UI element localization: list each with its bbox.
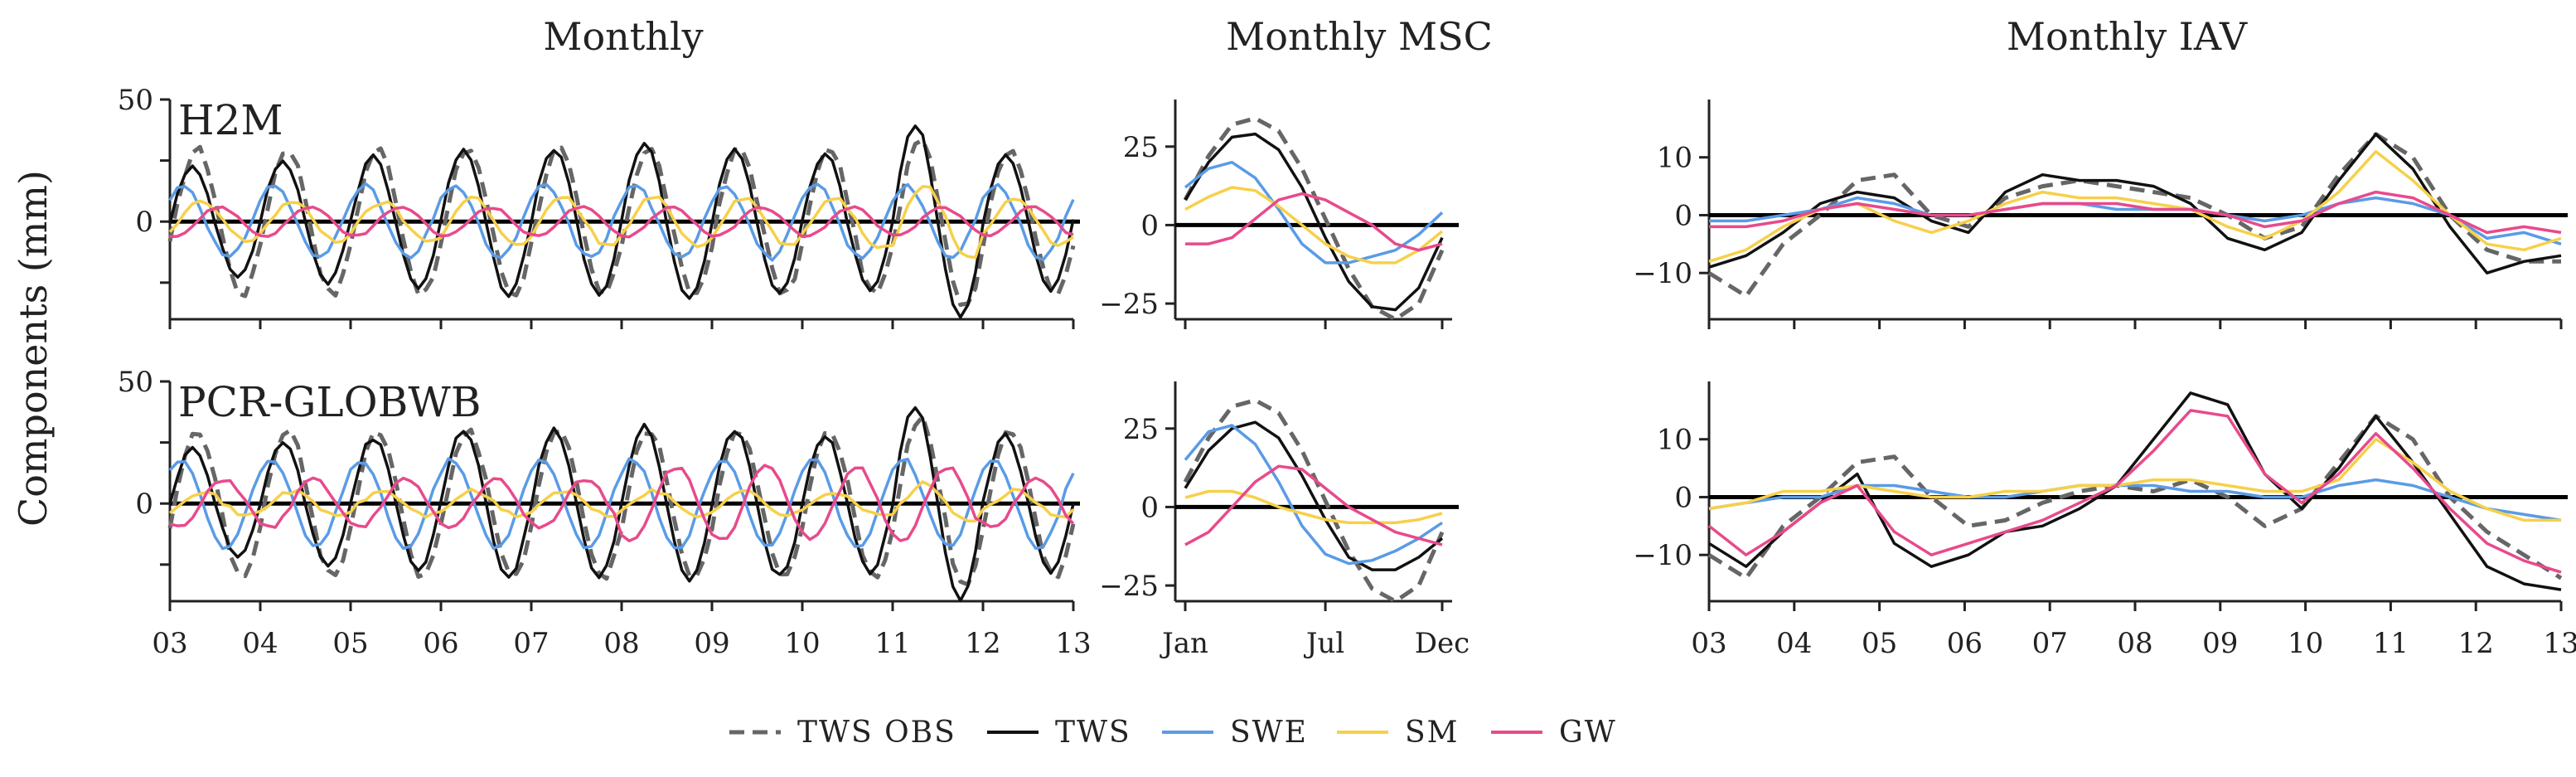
x-tick-label: 03	[1691, 627, 1726, 660]
series-line-gw	[1707, 409, 2562, 574]
x-tick-label: 09	[694, 627, 729, 660]
legend-item-swe: SWE	[1162, 716, 1308, 750]
legend-item-gw: GW	[1491, 716, 1617, 750]
series-line-swe	[1184, 424, 1443, 566]
y-tick-label: −10	[1633, 539, 1692, 572]
series-line-sm	[168, 480, 1075, 522]
x-tick-label: 10	[784, 627, 820, 660]
series-line-tws	[1708, 391, 2562, 591]
x-tick-label: 13	[1055, 627, 1091, 660]
y-tick-label: 50	[118, 84, 153, 117]
y-axis-label: Components (mm)	[11, 170, 56, 527]
legend-label: TWS OBS	[797, 716, 956, 750]
x-tick-label: 04	[242, 627, 278, 660]
series-line-sm	[1184, 489, 1443, 525]
x-tick-label: Dec	[1415, 627, 1470, 660]
x-tick-label: 10	[2288, 627, 2323, 660]
column-title-monthly: Monthly	[543, 14, 703, 59]
panel-4: 0 50 03 04 05 06 07 08 09 10 11 12 13 PCR-GLOBWB	[118, 366, 1092, 660]
x-tick-label: Jul	[1304, 627, 1344, 660]
series-line-tws-obs	[1183, 398, 1445, 604]
x-tick-label: 12	[2458, 627, 2494, 660]
x-tick-label: 07	[513, 627, 549, 660]
y-tick-label: 0	[135, 488, 153, 521]
series-line-gw	[1185, 192, 1443, 252]
x-tick-label: 08	[603, 627, 639, 660]
series-line-swe	[1708, 478, 2562, 522]
panel-2: −25 0 25	[1099, 100, 1459, 329]
x-tick-label: 12	[965, 627, 1000, 660]
legend: TWS OBS TWS SWE SM GW	[729, 716, 1617, 750]
series-line-gw	[1709, 190, 2562, 235]
series-line-tws	[1184, 132, 1444, 312]
y-tick-label: 10	[1657, 142, 1692, 175]
x-tick-label: 11	[874, 627, 910, 660]
panel-label: H2M	[178, 96, 283, 144]
y-tick-label: −10	[1633, 257, 1692, 290]
series-line-swe	[1184, 160, 1444, 265]
y-tick-label: −25	[1099, 288, 1159, 321]
panel-5: −25 0 25 Jan Jul Dec	[1099, 381, 1470, 660]
series-line-gw	[169, 464, 1075, 543]
panel-3: −10 0 10	[1633, 100, 2568, 329]
x-tick-label: 13	[2543, 627, 2576, 660]
x-tick-label: 11	[2373, 627, 2409, 660]
x-tick-label: 07	[2032, 627, 2068, 660]
x-tick-label: 05	[332, 627, 368, 660]
legend-item-tws-obs: TWS OBS	[729, 716, 956, 750]
series-line-gw	[1184, 464, 1443, 546]
series-line-tws-obs	[1707, 414, 2563, 580]
x-tick-label: 09	[2202, 627, 2238, 660]
series-line-tws	[1708, 133, 2562, 274]
y-tick-label: 50	[118, 366, 153, 399]
y-tick-label: −25	[1099, 570, 1159, 603]
series-line-tws	[1184, 420, 1444, 571]
series-line-sm	[1708, 437, 2561, 522]
y-tick-label: 0	[135, 206, 153, 239]
series-line-swe	[1709, 196, 2562, 245]
x-tick-label: 03	[152, 627, 187, 660]
series-line-swe	[168, 182, 1075, 262]
x-tick-label: 04	[1776, 627, 1812, 660]
series-line-tws	[168, 405, 1075, 603]
series-line-sm	[1184, 186, 1444, 265]
legend-label: SWE	[1230, 716, 1308, 750]
x-tick-label: 06	[423, 627, 458, 660]
legend-label: SM	[1405, 716, 1460, 750]
y-tick-label: 25	[1123, 131, 1159, 164]
legend-label: GW	[1559, 716, 1617, 750]
y-tick-label: 25	[1123, 413, 1159, 446]
y-tick-label: 0	[1140, 491, 1159, 524]
y-tick-label: 0	[1674, 199, 1692, 232]
x-tick-label: 08	[2117, 627, 2152, 660]
legend-item-sm: SM	[1337, 716, 1460, 750]
legend-label: TWS	[1055, 716, 1131, 750]
series-line-tws	[168, 124, 1075, 319]
series-line-swe	[168, 457, 1075, 551]
y-tick-label: 0	[1674, 481, 1692, 514]
y-tick-label: 10	[1657, 424, 1692, 457]
series-line-tws-obs	[1183, 116, 1445, 322]
column-title-iav: Monthly IAV	[2007, 14, 2248, 59]
column-title-msc: Monthly MSC	[1226, 14, 1493, 59]
panel-label: PCR-GLOBWB	[178, 378, 481, 426]
panel-1: 0 50 H2M	[118, 84, 1080, 329]
x-tick-label: 05	[1862, 627, 1897, 660]
series-line-tws-obs	[1707, 132, 2561, 299]
series-line-gw	[169, 205, 1074, 239]
legend-item-tws: TWS	[987, 716, 1131, 750]
y-tick-label: 0	[1140, 209, 1159, 242]
panel-6: −10 0 10 03 04 05 06 07 08 09 10 11 12 13	[1633, 381, 2576, 660]
x-tick-label: 06	[1947, 627, 1983, 660]
x-tick-label: Jan	[1160, 627, 1208, 660]
